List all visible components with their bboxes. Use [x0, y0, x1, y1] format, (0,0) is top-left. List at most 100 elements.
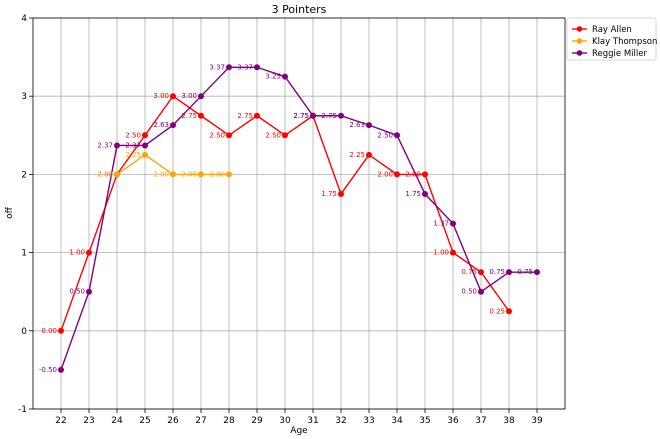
data-label-ray-allen: 0.00	[41, 327, 57, 335]
data-label-reggie-miller: 0.50	[461, 288, 477, 296]
y-axis-title: off	[5, 206, 15, 219]
data-label-reggie-miller: 0.50	[69, 288, 85, 296]
data-label-ray-allen: 2.00	[377, 170, 393, 178]
data-point-reggie-miller	[226, 64, 232, 71]
data-point-ray-allen	[450, 249, 456, 256]
data-point-reggie-miller	[478, 288, 484, 295]
legend-box	[566, 17, 657, 61]
data-label-ray-allen: 1.00	[69, 249, 85, 257]
x-tick-label: 37	[475, 416, 486, 426]
x-tick-label: 38	[503, 416, 515, 426]
data-label-ray-allen: 0.75	[461, 268, 477, 276]
data-point-klay-thompson	[170, 171, 176, 178]
data-label-reggie-miller: 3.37	[209, 63, 225, 71]
legend-label-ray-allen: Ray Allen	[592, 25, 632, 35]
x-tick-label: 23	[83, 416, 94, 426]
data-point-ray-allen	[58, 327, 64, 334]
data-point-ray-allen	[394, 171, 400, 178]
series-line-reggie-miller	[60, 66, 537, 371]
data-label-ray-allen: 0.25	[489, 307, 505, 315]
y-tick-label: 2	[21, 170, 27, 180]
x-tick-label: 28	[223, 416, 235, 426]
data-point-reggie-miller	[506, 269, 512, 276]
chart-title: 3 Pointers	[272, 3, 327, 16]
data-label-ray-allen: 3.00	[153, 92, 169, 100]
data-label-reggie-miller: 1.37	[433, 220, 449, 228]
x-tick-label: 39	[531, 416, 543, 426]
data-point-klay-thompson	[114, 171, 120, 178]
data-label-reggie-miller: 1.75	[405, 190, 421, 198]
data-point-ray-allen	[338, 190, 344, 197]
data-point-reggie-miller	[310, 112, 316, 119]
data-labels: 0.00 1.00 2.00 2.50 3.00 2.75 2.50 2.75 2.50 2.75…	[39, 63, 533, 374]
data-point-reggie-miller	[366, 122, 372, 129]
data-point-reggie-miller	[338, 112, 344, 119]
data-label-reggie-miller: 2.37	[97, 141, 113, 149]
data-label-klay-thompson: 2.00	[97, 170, 113, 178]
x-tick-label: 35	[419, 416, 430, 426]
data-label-ray-allen: 2.00	[97, 170, 113, 178]
data-label-reggie-miller: -0.50	[39, 366, 57, 374]
data-point-ray-allen	[254, 112, 260, 119]
data-point-reggie-miller	[58, 366, 64, 373]
x-tick-label: 32	[335, 416, 346, 426]
data-label-reggie-miller: 3.37	[237, 63, 253, 71]
y-tick-label: 4	[21, 14, 27, 24]
x-tick-label: 24	[111, 416, 123, 426]
data-point-reggie-miller	[422, 190, 428, 197]
y-axis: -1 0 1 2 3 4	[18, 14, 33, 415]
plot-frame	[32, 17, 566, 410]
data-point-reggie-miller	[170, 122, 176, 129]
data-label-klay-thompson: 2.00	[153, 170, 169, 178]
data-point-ray-allen	[86, 249, 92, 256]
legend-label-reggie-miller: Reggie Miller	[592, 49, 647, 59]
data-point-ray-allen	[142, 132, 148, 139]
data-label-reggie-miller: 0.75	[489, 268, 505, 276]
data-point-ray-allen	[506, 308, 512, 315]
data-point-reggie-miller	[114, 142, 120, 149]
grid-lines	[33, 17, 565, 410]
x-tick-label: 33	[363, 416, 374, 426]
data-label-reggie-miller: 2.63	[153, 121, 169, 129]
data-point-ray-allen	[170, 93, 176, 100]
legend-marker-reggie-miller	[576, 50, 583, 56]
data-label-ray-allen: 2.50	[125, 131, 141, 139]
data-label-klay-thompson: 2.00	[181, 170, 197, 178]
data-label-reggie-miller: 2.50	[377, 131, 393, 139]
x-axis: 22 23 24 25 26 27 28 29 30 31 32 33 34 35 36 37 38 39	[55, 409, 543, 426]
data-label-reggie-miller: 0.75	[517, 268, 533, 276]
data-point-klay-thompson	[198, 171, 204, 178]
data-label-klay-thompson: 2.25	[125, 151, 141, 159]
y-tick-label: 0	[21, 327, 27, 337]
data-point-reggie-miller	[86, 288, 92, 295]
data-point-reggie-miller	[254, 64, 260, 71]
data-label-ray-allen: 2.25	[349, 151, 365, 159]
legend: Ray Allen Klay Thompson Reggie Miller	[566, 17, 657, 61]
data-point-reggie-miller	[142, 142, 148, 149]
data-point-reggie-miller	[282, 73, 288, 80]
x-tick-label: 36	[447, 416, 459, 426]
x-tick-label: 22	[55, 416, 66, 426]
data-point-klay-thompson	[142, 151, 148, 158]
y-tick-label: 1	[21, 249, 27, 259]
x-tick-label: 30	[279, 416, 291, 426]
data-label-klay-thompson: 2.00	[209, 170, 225, 178]
data-point-reggie-miller	[534, 269, 540, 276]
data-label-ray-allen: 1.75	[321, 190, 337, 198]
x-tick-label: 27	[195, 416, 206, 426]
x-tick-label: 25	[139, 416, 150, 426]
legend-marker-klay-thompson	[576, 38, 583, 44]
data-point-ray-allen	[198, 112, 204, 119]
data-point-reggie-miller	[450, 220, 456, 227]
data-label-reggie-miller: 2.75	[293, 112, 309, 120]
y-tick-label: 3	[21, 92, 27, 102]
x-tick-label: 26	[167, 416, 179, 426]
data-label-ray-allen: 2.00	[405, 170, 421, 178]
data-label-reggie-miller: 2.75	[321, 112, 337, 120]
data-label-ray-allen: 1.00	[433, 249, 449, 257]
data-label-reggie-miller: 2.37	[125, 141, 141, 149]
legend-label-klay-thompson: Klay Thompson	[592, 37, 657, 47]
plot-area	[33, 18, 565, 409]
legend-marker-ray-allen	[576, 26, 583, 32]
x-tick-label: 31	[307, 416, 318, 426]
